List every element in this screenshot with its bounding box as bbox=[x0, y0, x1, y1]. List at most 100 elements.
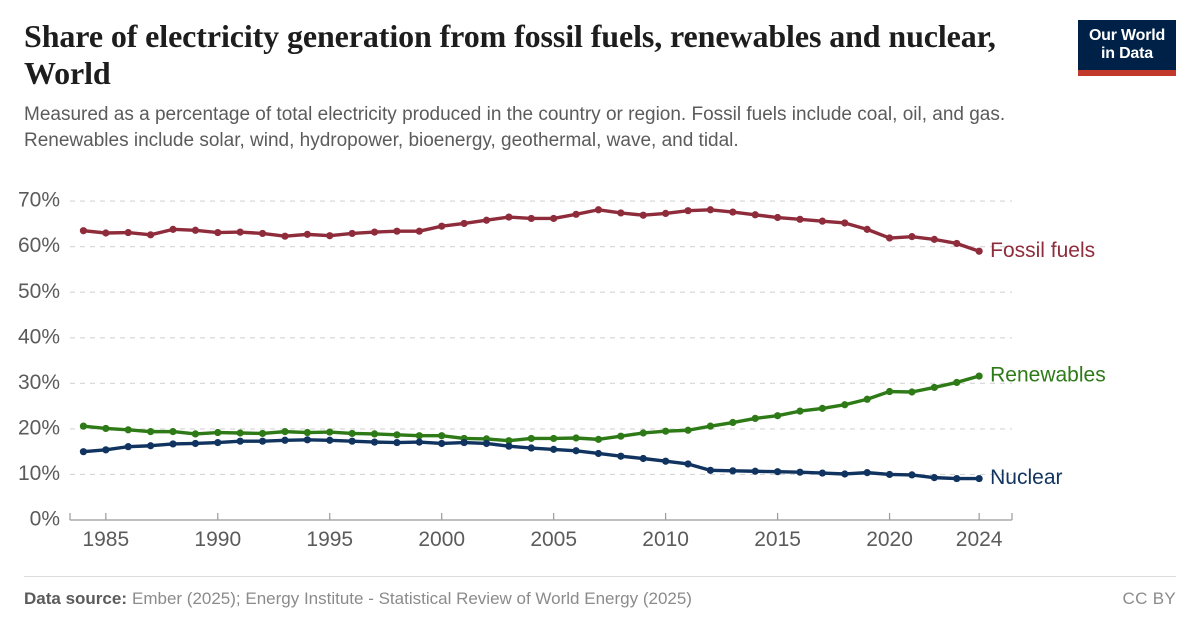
data-point[interactable] bbox=[415, 438, 423, 446]
data-point[interactable] bbox=[214, 228, 222, 237]
data-point[interactable] bbox=[79, 227, 88, 235]
data-point[interactable] bbox=[348, 437, 356, 445]
data-point[interactable] bbox=[527, 214, 535, 223]
data-point[interactable] bbox=[147, 428, 155, 436]
data-point[interactable] bbox=[326, 436, 334, 444]
data-point[interactable] bbox=[774, 213, 782, 222]
data-point[interactable] bbox=[370, 430, 379, 438]
data-point[interactable] bbox=[303, 428, 311, 437]
data-point[interactable] bbox=[796, 215, 804, 223]
data-point[interactable] bbox=[550, 434, 558, 443]
data-point[interactable] bbox=[505, 442, 513, 450]
data-point[interactable] bbox=[572, 434, 580, 442]
data-point[interactable] bbox=[281, 428, 289, 436]
data-point[interactable] bbox=[550, 214, 558, 223]
data-point[interactable] bbox=[975, 474, 983, 483]
data-point[interactable] bbox=[348, 429, 356, 438]
data-point[interactable] bbox=[908, 471, 916, 479]
data-point[interactable] bbox=[594, 206, 603, 214]
license-label[interactable]: CC BY bbox=[1122, 589, 1176, 608]
data-point[interactable] bbox=[594, 435, 603, 443]
data-point[interactable] bbox=[147, 231, 155, 239]
data-point[interactable] bbox=[527, 434, 535, 443]
data-point[interactable] bbox=[303, 230, 311, 238]
data-point[interactable] bbox=[482, 216, 491, 224]
our-world-in-data-logo[interactable]: Our World in Data bbox=[1078, 20, 1176, 76]
data-point[interactable] bbox=[930, 383, 938, 392]
data-point[interactable] bbox=[729, 208, 737, 216]
data-point[interactable] bbox=[505, 437, 513, 445]
data-point[interactable] bbox=[841, 401, 849, 409]
data-point[interactable] bbox=[169, 225, 177, 233]
data-point[interactable] bbox=[102, 424, 110, 433]
data-point[interactable] bbox=[169, 440, 177, 448]
data-point[interactable] bbox=[930, 235, 938, 243]
data-point[interactable] bbox=[706, 206, 715, 214]
data-point[interactable] bbox=[505, 213, 513, 221]
data-point[interactable] bbox=[124, 443, 132, 451]
series-label-renewables[interactable]: Renewables bbox=[990, 364, 1106, 387]
data-point[interactable] bbox=[572, 210, 580, 218]
data-point[interactable] bbox=[796, 407, 804, 415]
data-point[interactable] bbox=[796, 468, 804, 476]
data-point[interactable] bbox=[236, 228, 244, 236]
data-point[interactable] bbox=[975, 247, 983, 255]
data-point[interactable] bbox=[124, 228, 132, 237]
data-point[interactable] bbox=[885, 234, 894, 242]
data-point[interactable] bbox=[706, 422, 715, 430]
data-point[interactable] bbox=[79, 422, 88, 430]
data-point[interactable] bbox=[841, 470, 849, 478]
data-point[interactable] bbox=[438, 432, 446, 440]
data-point[interactable] bbox=[236, 437, 244, 445]
data-point[interactable] bbox=[639, 454, 647, 463]
data-point[interactable] bbox=[550, 445, 558, 453]
data-point[interactable] bbox=[617, 209, 625, 217]
data-point[interactable] bbox=[303, 436, 311, 444]
data-point[interactable] bbox=[326, 428, 334, 436]
data-point[interactable] bbox=[415, 227, 423, 235]
data-point[interactable] bbox=[124, 426, 132, 434]
data-point[interactable] bbox=[214, 438, 222, 447]
data-point[interactable] bbox=[729, 418, 737, 427]
chart-svg-canvas[interactable]: 0% 10% 20% 30% 40% 50% 60% 70% 1985 1990 1995 2000… bbox=[0, 168, 1200, 560]
data-point[interactable] bbox=[662, 209, 670, 218]
data-point[interactable] bbox=[684, 460, 692, 468]
data-point[interactable] bbox=[885, 387, 894, 396]
data-point[interactable] bbox=[774, 412, 782, 420]
data-point[interactable] bbox=[79, 448, 88, 456]
data-point[interactable] bbox=[818, 217, 826, 225]
data-point[interactable] bbox=[751, 211, 759, 219]
data-point[interactable] bbox=[236, 429, 244, 437]
data-point[interactable] bbox=[527, 444, 535, 452]
data-point[interactable] bbox=[258, 429, 267, 438]
data-point[interactable] bbox=[191, 430, 199, 438]
data-point[interactable] bbox=[975, 372, 983, 380]
data-point[interactable] bbox=[774, 468, 782, 476]
data-point[interactable] bbox=[326, 232, 334, 240]
data-point[interactable] bbox=[393, 431, 401, 439]
data-point[interactable] bbox=[370, 438, 379, 446]
data-point[interactable] bbox=[751, 467, 759, 475]
data-point[interactable] bbox=[191, 439, 199, 448]
data-point[interactable] bbox=[258, 229, 267, 238]
data-point[interactable] bbox=[863, 225, 871, 233]
data-point[interactable] bbox=[191, 226, 199, 234]
data-point[interactable] bbox=[684, 426, 692, 434]
data-point[interactable] bbox=[639, 429, 647, 437]
data-point[interactable] bbox=[572, 447, 580, 455]
data-point[interactable] bbox=[841, 219, 849, 227]
data-point[interactable] bbox=[863, 395, 871, 403]
data-point[interactable] bbox=[639, 211, 647, 219]
data-point[interactable] bbox=[594, 449, 603, 458]
data-point[interactable] bbox=[393, 227, 401, 235]
data-point[interactable] bbox=[102, 229, 110, 237]
series-label-nuclear[interactable]: Nuclear bbox=[990, 466, 1062, 489]
data-point[interactable] bbox=[863, 469, 871, 477]
data-point[interactable] bbox=[617, 432, 625, 440]
data-point[interactable] bbox=[953, 474, 961, 483]
data-point[interactable] bbox=[818, 469, 826, 477]
data-point[interactable] bbox=[438, 222, 446, 230]
data-point[interactable] bbox=[348, 229, 356, 238]
data-point[interactable] bbox=[169, 428, 177, 436]
data-point[interactable] bbox=[214, 428, 222, 437]
